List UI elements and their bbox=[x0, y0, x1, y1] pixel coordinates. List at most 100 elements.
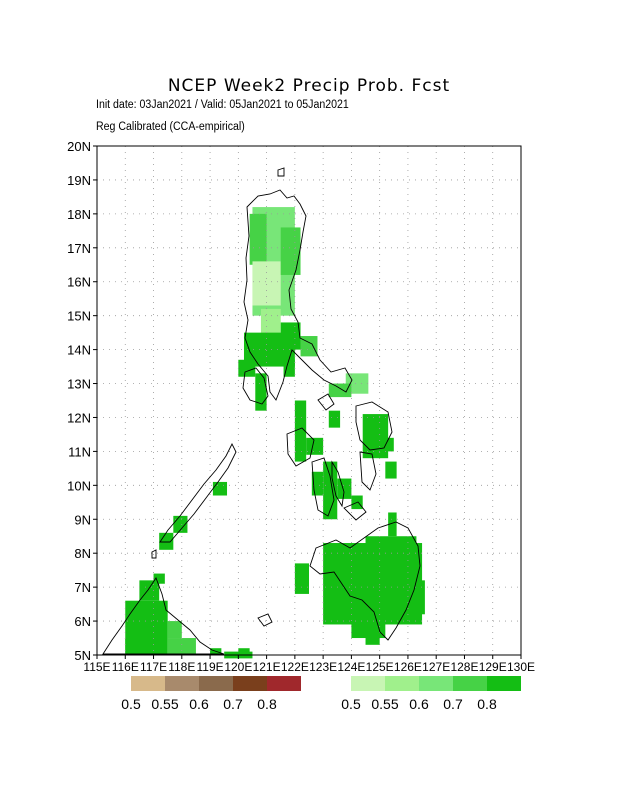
lat-tick-label: 9N bbox=[74, 512, 91, 527]
lat-tick-label: 15N bbox=[67, 309, 91, 324]
probability-cell bbox=[337, 478, 352, 499]
coastline-mindoro bbox=[242, 367, 269, 405]
probability-cell bbox=[294, 400, 307, 462]
lon-tick-label: 116E bbox=[112, 660, 139, 674]
probability-cell bbox=[362, 414, 389, 459]
lat-tick-label: 5N bbox=[74, 648, 91, 663]
probability-cell bbox=[407, 580, 425, 615]
lat-tick-label: 6N bbox=[74, 614, 91, 629]
lat-tick-label: 13N bbox=[67, 377, 91, 392]
probability-cell bbox=[283, 359, 295, 377]
wet-legend-swatch bbox=[419, 676, 453, 691]
dry-legend-swatch bbox=[267, 676, 301, 691]
probability-cell bbox=[125, 600, 168, 655]
init-valid-subtitle: Init date: 03Jan2021 / Valid: 05Jan2021 … bbox=[96, 99, 349, 111]
probability-cell bbox=[280, 227, 301, 275]
lat-tick-label: 8N bbox=[74, 546, 91, 561]
map-frame bbox=[96, 145, 522, 656]
lat-tick-label: 17N bbox=[67, 241, 91, 256]
probability-cell bbox=[153, 573, 165, 584]
probability-cell bbox=[323, 461, 338, 520]
method-subtitle: Reg Calibrated (CCA-empirical) bbox=[96, 121, 245, 133]
lon-tick-label: 126E bbox=[394, 660, 422, 674]
lon-tick-label: 119E bbox=[196, 660, 223, 674]
wet-legend-label: 0.55 bbox=[371, 696, 398, 712]
coastline-luzon bbox=[243, 189, 353, 401]
probability-cell bbox=[294, 563, 309, 594]
map-title: NCEP Week2 Precip Prob. Fcst bbox=[167, 76, 451, 96]
lat-tick-label: 16N bbox=[67, 275, 91, 290]
coastline-palawan bbox=[159, 442, 237, 543]
lat-tick-label: 11N bbox=[68, 444, 91, 459]
lon-tick-label: 130E bbox=[507, 660, 535, 674]
probability-cell bbox=[252, 261, 281, 306]
probability-cell bbox=[328, 410, 341, 428]
lat-tick-label: 7N bbox=[74, 580, 91, 595]
probability-cell bbox=[280, 322, 301, 350]
probability-legend: 0.5 0.55 0.6 0.7 0.8 0.5 0.55 0.6 0.7 0.8 bbox=[121, 676, 521, 712]
lon-tick-label: 127E bbox=[422, 660, 450, 674]
dry-legend-swatch bbox=[165, 676, 199, 691]
dry-legend-label: 0.5 bbox=[121, 696, 141, 712]
lon-tick-label: 120E bbox=[224, 660, 252, 674]
probability-cell bbox=[388, 512, 397, 537]
lon-tick-label: 129E bbox=[479, 660, 507, 674]
lon-tick-label: 118E bbox=[168, 660, 195, 674]
dry-legend-label: 0.8 bbox=[257, 696, 277, 712]
dry-legend-label: 0.7 bbox=[223, 696, 243, 712]
probability-cell bbox=[249, 213, 267, 265]
lon-tick-label: 124E bbox=[337, 660, 365, 674]
probability-cell bbox=[238, 359, 256, 377]
coastline-panay bbox=[286, 427, 315, 467]
dry-legend-swatch bbox=[199, 676, 233, 691]
probability-cell bbox=[139, 580, 160, 601]
dry-legend-label: 0.6 bbox=[189, 696, 209, 712]
probability-cell bbox=[311, 471, 324, 496]
lon-tick-label: 122E bbox=[281, 660, 309, 674]
lat-tick-label: 18N bbox=[67, 207, 91, 222]
probability-cell bbox=[159, 532, 174, 550]
wet-legend-label: 0.6 bbox=[409, 696, 429, 712]
lon-tick-label: 123E bbox=[309, 660, 337, 674]
probability-cell bbox=[167, 638, 196, 655]
dry-legend-swatch bbox=[131, 676, 165, 691]
lon-tick-label: 117E bbox=[140, 660, 167, 674]
wet-legend-label: 0.8 bbox=[477, 696, 497, 712]
lon-tick-label: 115E bbox=[83, 660, 110, 674]
lat-tick-label: 14N bbox=[67, 343, 91, 358]
coastline-small-islands bbox=[151, 167, 285, 627]
probability-cell bbox=[212, 481, 228, 496]
coastline-borneo bbox=[102, 577, 225, 655]
wet-legend-swatch bbox=[487, 676, 521, 691]
dry-legend-swatch bbox=[233, 676, 267, 691]
lon-tick-label: 128E bbox=[450, 660, 478, 674]
probability-cell bbox=[260, 308, 281, 340]
coastline-mindanao bbox=[309, 521, 421, 641]
lat-tick-label: 19N bbox=[67, 173, 91, 188]
probability-cell bbox=[255, 373, 267, 411]
latitude-labels: 5N 6N 7N 8N 9N 10N 11N 12N 13N 14N 15N 16N 17N 18N 19N… bbox=[67, 139, 97, 663]
probability-cell bbox=[238, 648, 250, 655]
coastline-leyte bbox=[359, 451, 377, 491]
coastline-bohol bbox=[343, 501, 367, 521]
gridlines bbox=[97, 146, 521, 655]
probability-cell bbox=[300, 336, 318, 357]
coastlines bbox=[102, 167, 421, 655]
coastline-negros bbox=[311, 457, 335, 517]
probability-cell bbox=[374, 437, 394, 452]
probability-cell bbox=[328, 383, 352, 398]
probability-cell bbox=[306, 437, 324, 455]
wet-legend-swatch bbox=[351, 676, 385, 691]
lat-tick-label: 10N bbox=[67, 478, 91, 493]
wet-legend-label: 0.7 bbox=[443, 696, 463, 712]
longitude-labels: 115E 116E 117E 118E 119E 120E 121E 122E 123E 124E… bbox=[83, 655, 535, 674]
lon-tick-label: 125E bbox=[366, 660, 394, 674]
coastline-samar bbox=[355, 401, 393, 451]
probability-cell bbox=[167, 621, 182, 639]
coastline-cebu bbox=[331, 460, 345, 508]
wet-legend-label: 0.5 bbox=[341, 696, 361, 712]
probability-cell bbox=[365, 624, 380, 645]
lat-tick-label: 20N bbox=[67, 139, 91, 154]
wet-legend-swatch bbox=[453, 676, 487, 691]
